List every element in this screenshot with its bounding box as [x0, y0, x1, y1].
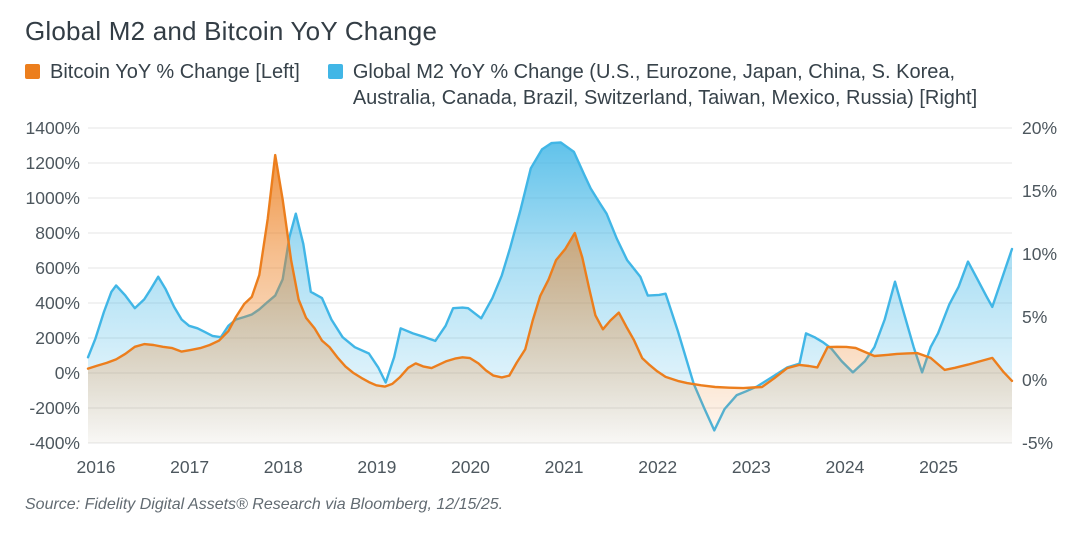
- left-axis-tick: 1000%: [26, 188, 81, 208]
- right-axis-tick: 5%: [1022, 307, 1047, 327]
- left-axis-tick: 800%: [35, 223, 80, 243]
- x-axis-tick: 2017: [170, 457, 209, 477]
- right-axis-tick: 15%: [1022, 181, 1057, 201]
- legend-label-bitcoin: Bitcoin YoY % Change [Left]: [50, 61, 300, 83]
- bitcoin-area: [88, 155, 1012, 443]
- left-axis-tick: 200%: [35, 328, 80, 348]
- axis-labels: 1400% 1200% 1000% 800% 600% 400% 200% 0% -200% -4…: [26, 118, 1058, 477]
- left-axis-tick: 600%: [35, 258, 80, 278]
- x-axis-tick: 2022: [638, 457, 677, 477]
- x-axis-tick: 2019: [357, 457, 396, 477]
- right-axis-tick: 10%: [1022, 244, 1057, 264]
- x-axis-tick: 2023: [732, 457, 771, 477]
- right-axis-tick: -5%: [1022, 433, 1053, 453]
- left-axis-tick: 1200%: [26, 153, 81, 173]
- chart-title: Global M2 and Bitcoin YoY Change: [25, 16, 438, 46]
- right-axis-tick: 20%: [1022, 118, 1057, 138]
- source-note: Source: Fidelity Digital Assets® Researc…: [25, 496, 504, 513]
- legend-label-m2: Global M2 YoY % Change (U.S., Eurozone, …: [352, 61, 978, 109]
- left-axis-tick: 400%: [35, 293, 80, 313]
- bitcoin-legend-swatch-icon: [25, 64, 40, 79]
- series-areas: [86, 141, 1014, 443]
- m2-legend-swatch-icon: [327, 64, 343, 79]
- x-axis-tick: 2025: [919, 457, 958, 477]
- x-axis-tick: 2018: [264, 457, 303, 477]
- left-axis-tick: 0%: [55, 363, 80, 383]
- left-axis-tick: -200%: [29, 398, 80, 418]
- x-axis-tick: 2021: [545, 457, 584, 477]
- legend-item-m2: Global M2 YoY % Change (U.S., Eurozone, …: [327, 59, 1025, 111]
- x-axis-tick: 2016: [77, 457, 116, 477]
- x-axis-tick: 2024: [825, 457, 864, 477]
- left-axis-tick: 1400%: [26, 118, 81, 138]
- legend-item-bitcoin: Bitcoin YoY % Change [Left]: [25, 59, 300, 85]
- right-axis-tick: 0%: [1022, 370, 1047, 390]
- bitcoin-line: [86, 153, 1014, 390]
- left-axis-tick: -400%: [29, 433, 80, 453]
- legend: Bitcoin YoY % Change [Left] Global M2 Yo…: [25, 59, 1025, 111]
- x-axis-tick: 2020: [451, 457, 490, 477]
